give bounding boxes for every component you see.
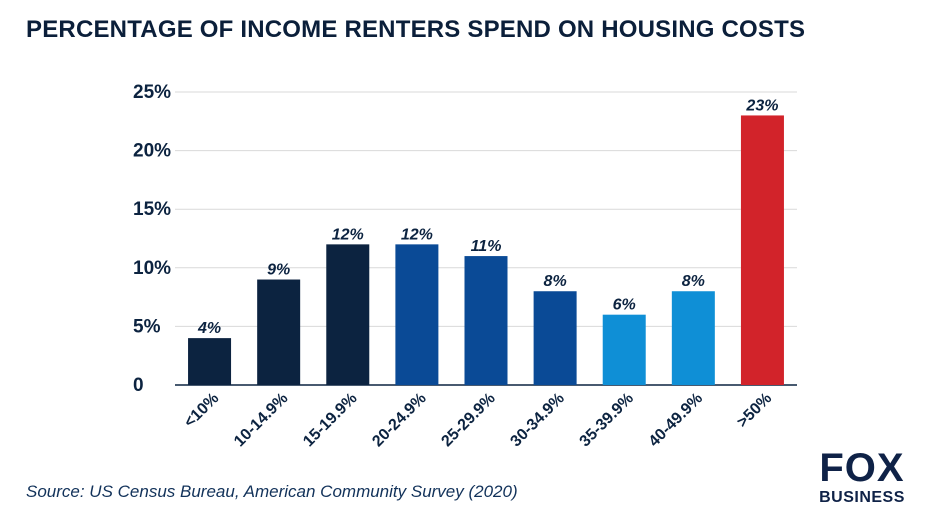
bar — [533, 291, 577, 385]
x-tick-label: 30-34.9% — [507, 390, 567, 450]
x-tick-label: 40-49.9% — [646, 390, 706, 450]
x-tick-label: 35-39.9% — [577, 390, 637, 450]
data-label: 12% — [401, 226, 433, 243]
data-label: 6% — [613, 297, 636, 314]
logo-business-text: BUSINESS — [819, 489, 905, 506]
y-tick-label: 15% — [133, 199, 171, 220]
bar-chart: 0 5% 10% 15% 20% 25% 4% <10% 9% 10-14.9% 12% 15-19.… — [133, 82, 797, 450]
data-label: 12% — [332, 226, 364, 243]
x-tick-label: 20-24.9% — [369, 390, 429, 450]
y-tick-label: 0 — [133, 375, 144, 396]
bar — [188, 338, 232, 385]
bar — [464, 256, 508, 385]
x-tick-label: 15-19.9% — [300, 390, 360, 450]
bar — [602, 314, 646, 385]
logo-fox-text: FOX — [819, 446, 905, 490]
bar — [257, 279, 301, 385]
y-tick-label: 20% — [133, 141, 171, 162]
x-tick-label: >50% — [734, 390, 775, 431]
y-tick-label: 25% — [133, 82, 171, 103]
x-tick-label: 10-14.9% — [231, 390, 291, 450]
fox-business-logo: FOX BUSINESS — [806, 446, 918, 510]
x-tick-label: <10% — [181, 390, 222, 431]
data-label: 8% — [544, 273, 567, 290]
y-tick-label: 10% — [133, 258, 171, 279]
data-label: 8% — [682, 273, 705, 290]
bar — [740, 115, 784, 385]
data-label: 9% — [267, 262, 290, 279]
data-label: 23% — [745, 97, 778, 114]
bar — [671, 291, 715, 385]
source-note: Source: US Census Bureau, American Commu… — [26, 482, 518, 501]
data-label: 11% — [471, 238, 502, 255]
bar — [326, 244, 370, 385]
chart-title: PERCENTAGE OF INCOME RENTERS SPEND ON HO… — [26, 16, 806, 43]
x-tick-label: 25-29.9% — [438, 390, 498, 450]
bar — [395, 244, 439, 385]
data-label: 4% — [197, 320, 221, 337]
y-tick-label: 5% — [133, 316, 161, 337]
